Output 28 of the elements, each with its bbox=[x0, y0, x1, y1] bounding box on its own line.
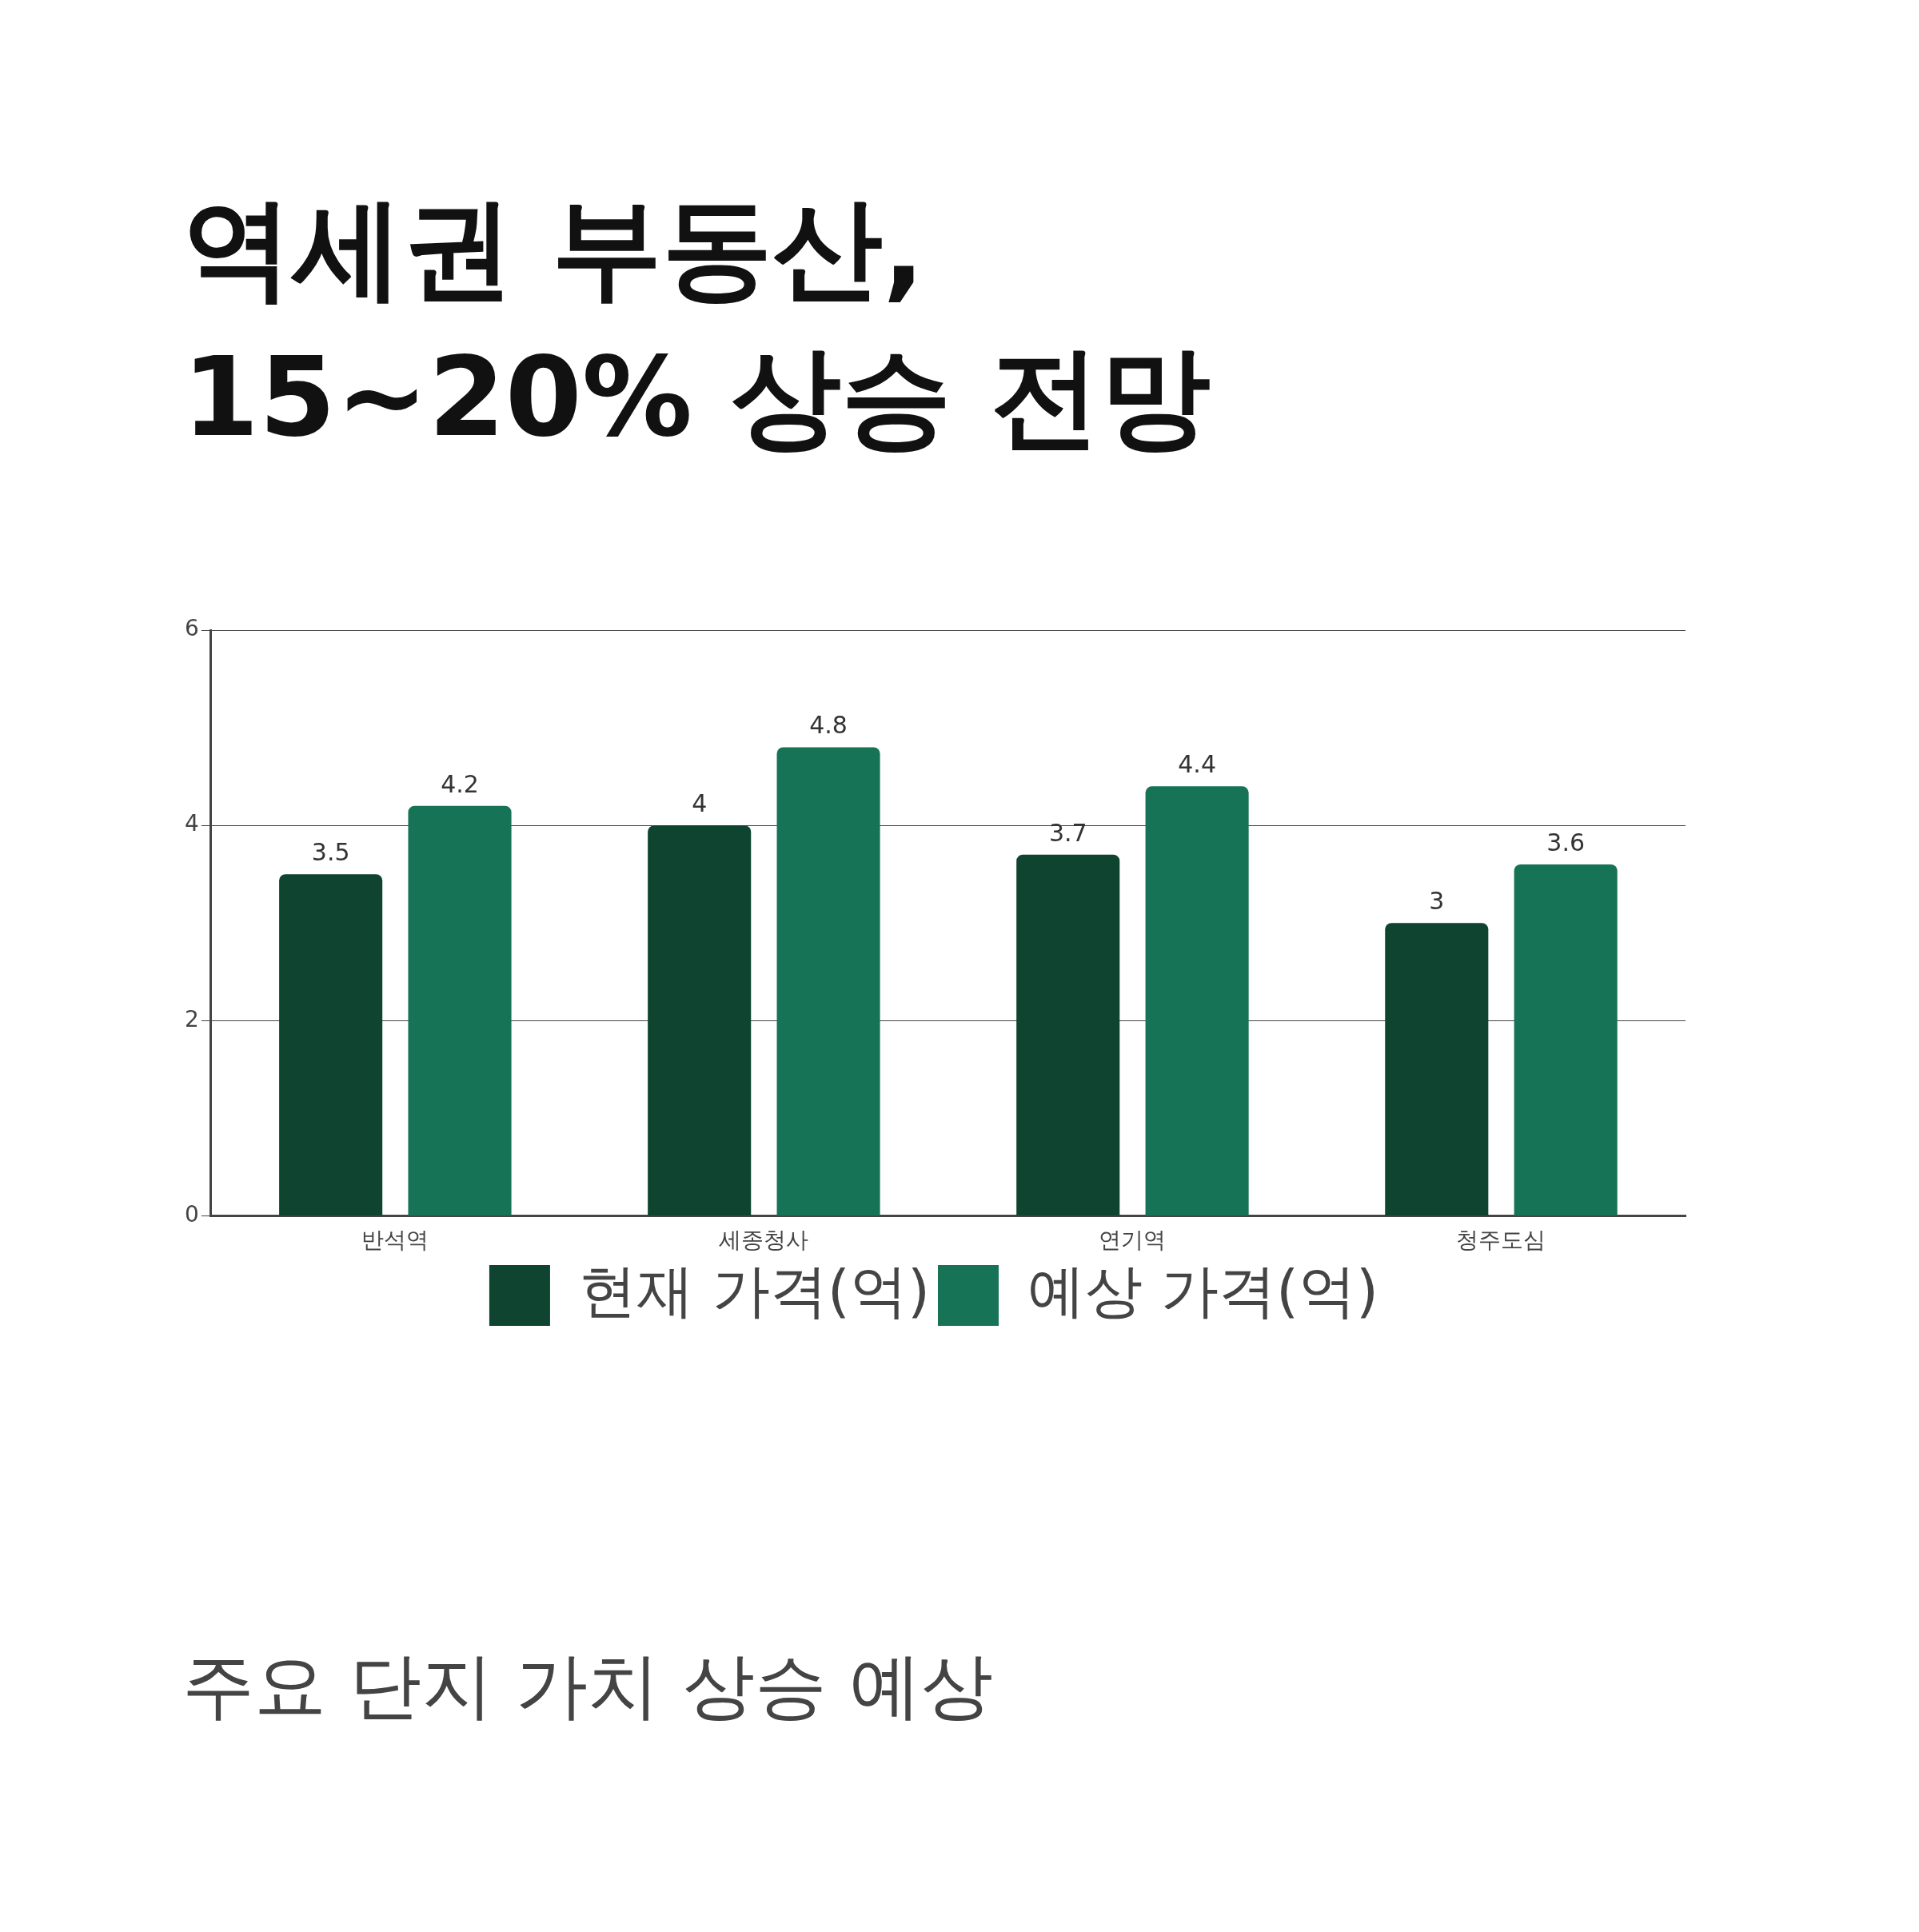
data-label: 3.6 bbox=[1546, 828, 1586, 856]
x-tick-label: 연기역 bbox=[1099, 1227, 1167, 1254]
bar bbox=[1016, 854, 1120, 1215]
bar bbox=[648, 825, 752, 1215]
y-tick-label: 2 bbox=[184, 1005, 199, 1032]
data-label: 4.2 bbox=[441, 769, 479, 798]
data-label: 4 bbox=[692, 788, 708, 817]
data-label: 3.5 bbox=[311, 837, 350, 866]
legend-label: 예상 가격(억) bbox=[1027, 1256, 1379, 1324]
bar bbox=[1514, 864, 1618, 1215]
bar bbox=[408, 805, 512, 1215]
data-label: 3 bbox=[1429, 887, 1445, 915]
x-tick-label: 반석역 bbox=[361, 1227, 429, 1254]
text: 주요 단지 가치 상승 예상 bbox=[182, 1643, 994, 1729]
y-tick-label: 4 bbox=[184, 810, 199, 837]
data-label: 4.4 bbox=[1178, 750, 1216, 779]
y-tick-label: 6 bbox=[184, 615, 199, 642]
x-tick-label: 청주도심 bbox=[1456, 1227, 1546, 1254]
chart-title: 역세권 부동산, 15~20% 상승 전망 bbox=[182, 183, 1212, 464]
bar bbox=[279, 874, 383, 1215]
legend-label: 현재 가격(억) bbox=[578, 1256, 931, 1324]
bar bbox=[776, 747, 880, 1215]
bar bbox=[1385, 923, 1489, 1215]
y-tick-label: 0 bbox=[184, 1200, 199, 1227]
x-tick-label: 세종청사 bbox=[719, 1227, 809, 1254]
bar bbox=[1145, 786, 1249, 1215]
data-label: 3.7 bbox=[1048, 818, 1087, 847]
data-label: 4.8 bbox=[809, 711, 848, 740]
